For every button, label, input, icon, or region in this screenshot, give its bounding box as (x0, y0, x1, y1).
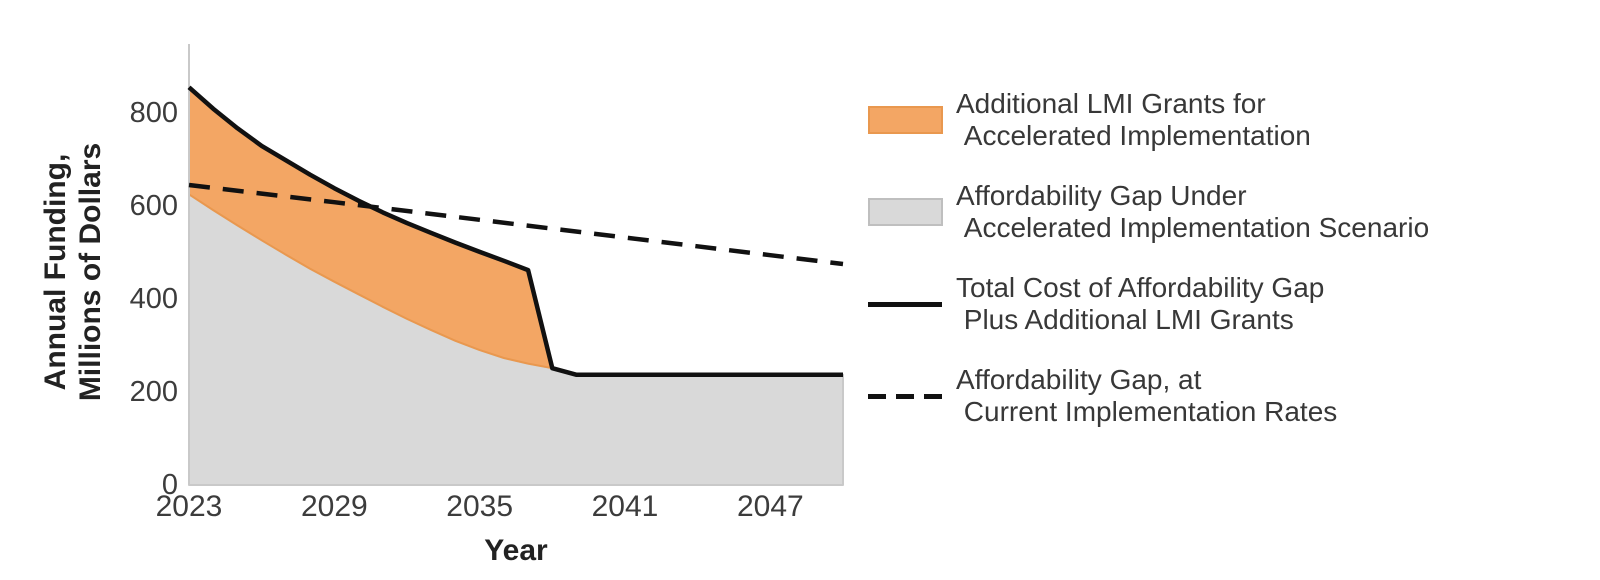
x-axis-title: Year (484, 534, 548, 567)
legend-item-gap-accelerated: Affordability Gap Under Accelerated Impl… (868, 180, 1429, 244)
legend-item-lmi-grants: Additional LMI Grants for Accelerated Im… (868, 88, 1429, 152)
legend-marker (868, 106, 946, 134)
legend-label-line1: Affordability Gap Under (956, 180, 1247, 211)
x-tick-label: 2041 (591, 490, 659, 523)
legend-label: Additional LMI Grants for Accelerated Im… (956, 88, 1311, 152)
legend: Additional LMI Grants for Accelerated Im… (868, 88, 1429, 456)
y-tick-label: 0 (161, 469, 178, 501)
y-tick-label: 400 (129, 282, 178, 315)
legend-marker (868, 301, 946, 307)
legend-label: Affordability Gap, at Current Implementa… (956, 364, 1337, 428)
y-axis-title: Annual Funding, Millions of Dollars (39, 142, 107, 402)
x-tick-label: 2023 (155, 490, 223, 523)
current-rates-dashed-line (188, 182, 844, 267)
dashed-line-icon (868, 393, 942, 399)
legend-label-line2: Current Implementation Rates (956, 396, 1338, 427)
gray-area-swatch-icon (868, 198, 943, 226)
x-tick-label: 2035 (446, 490, 514, 523)
orange-area-swatch-icon (868, 106, 943, 134)
solid-line-icon (868, 301, 942, 307)
legend-label-line2: Accelerated Implementation Scenario (956, 212, 1430, 243)
legend-label: Affordability Gap Under Accelerated Impl… (956, 180, 1429, 244)
legend-label-line2: Plus Additional LMI Grants (956, 304, 1294, 335)
legend-item-total-cost: Total Cost of Affordability Gap Plus Add… (868, 272, 1429, 336)
legend-marker (868, 393, 946, 399)
y-tick-label: 600 (129, 189, 178, 222)
x-tick-label: 2029 (300, 490, 368, 523)
legend-item-gap-current: Affordability Gap, at Current Implementa… (868, 364, 1429, 428)
x-tick-label: 2047 (736, 490, 804, 523)
y-tick-label: 800 (129, 96, 178, 129)
legend-label-line1: Total Cost of Affordability Gap (956, 272, 1325, 303)
legend-label: Total Cost of Affordability Gap Plus Add… (956, 272, 1324, 336)
legend-marker (868, 198, 946, 226)
legend-label-line1: Affordability Gap, at (956, 364, 1202, 395)
total-cost-line (187, 85, 843, 378)
y-tick-label: 200 (129, 375, 178, 408)
legend-label-line2: Accelerated Implementation (956, 120, 1311, 151)
legend-label-line1: Additional LMI Grants for (956, 88, 1266, 119)
